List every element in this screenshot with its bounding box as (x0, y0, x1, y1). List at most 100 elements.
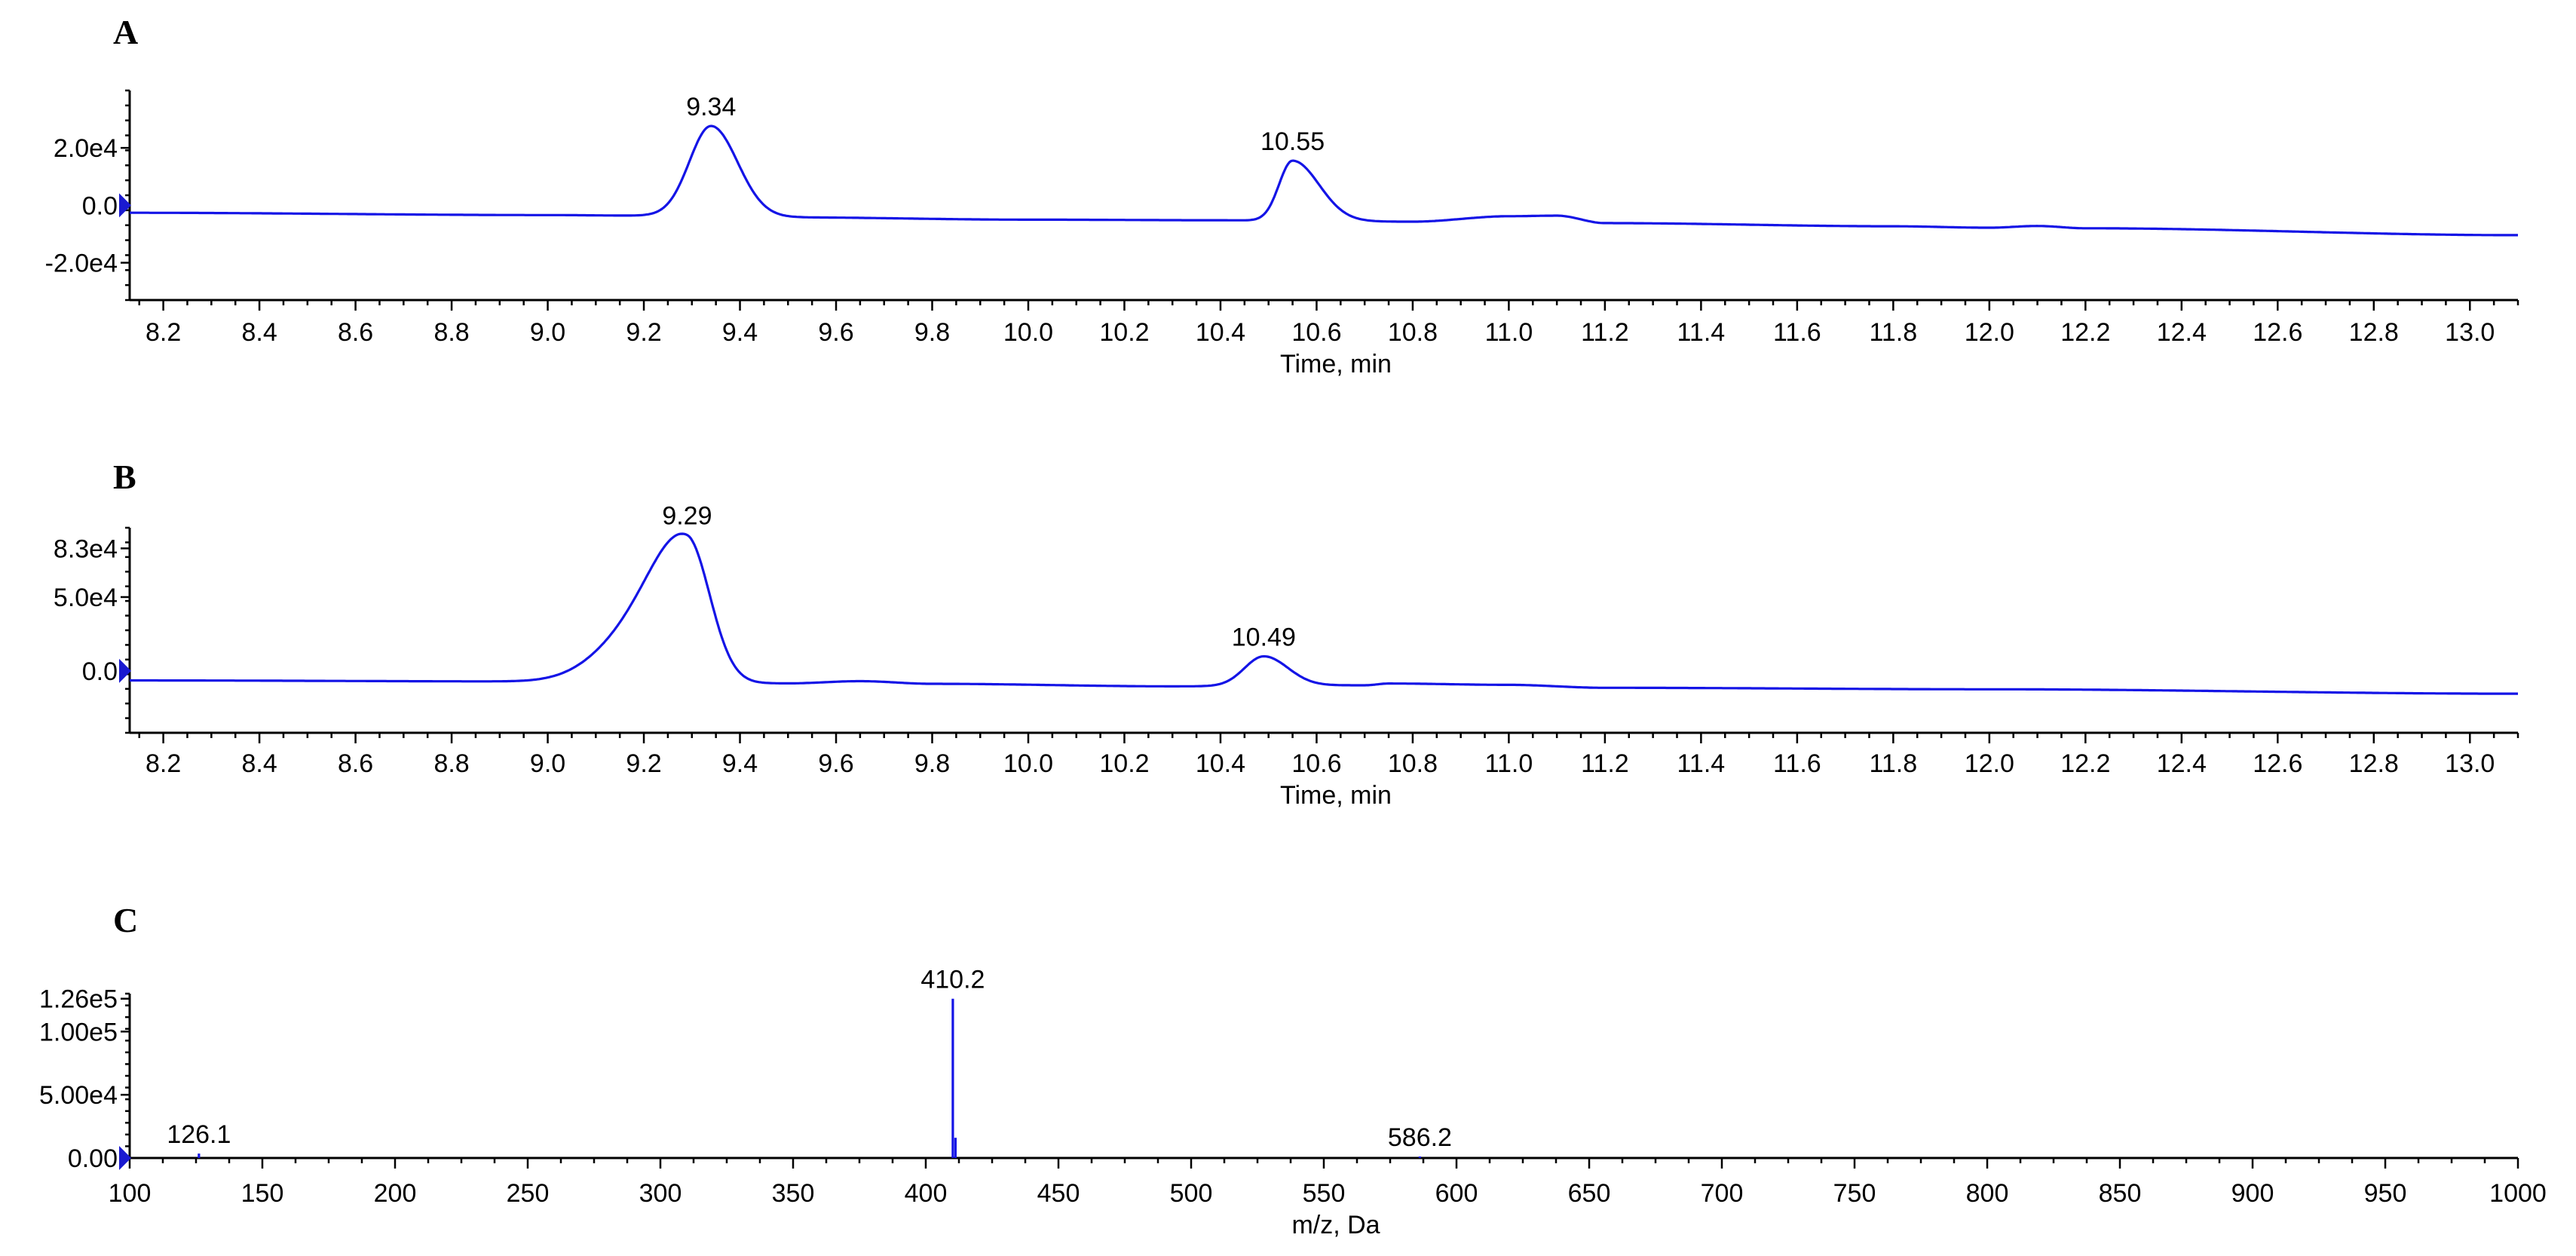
y-tick-label: 5.00e4 (39, 1081, 118, 1110)
x-tick-label: 850 (2099, 1179, 2142, 1208)
x-tick-label: 1000 (2489, 1179, 2547, 1208)
x-tick-label: 13.0 (2445, 749, 2495, 778)
x-tick-label: 11.4 (1677, 318, 1726, 347)
x-tick-label: 12.2 (2060, 749, 2110, 778)
x-tick-label: 9.2 (626, 749, 661, 778)
panel-c: C 100 150 200 250 300 350 400 450 500 550 600 650 700… (39, 901, 2547, 1239)
peak-label: 9.29 (662, 502, 712, 531)
x-tick-label: 150 (241, 1179, 284, 1208)
x-tick-label: 11.8 (1870, 749, 1918, 778)
x-tick-label: 700 (1701, 1179, 1744, 1208)
x-tick-label: 10.4 (1196, 749, 1245, 778)
x-tick-label: 900 (2231, 1179, 2274, 1208)
x-tick-label: 10.8 (1388, 318, 1438, 347)
x-tick-label: 10.8 (1388, 749, 1438, 778)
x-tick-label: 9.0 (530, 749, 565, 778)
y-tick-label: -2.0e4 (45, 249, 118, 277)
y-tick-label: 0.0 (82, 191, 118, 220)
x-tick-label: 200 (374, 1179, 417, 1208)
x-tick-label: 250 (507, 1179, 550, 1208)
x-tick-label: 8.4 (241, 318, 277, 347)
peak-label: 10.49 (1232, 623, 1296, 652)
x-tick-label: 12.8 (2349, 318, 2399, 347)
x-tick-label: 9.4 (722, 749, 758, 778)
x-tick-label: 9.4 (722, 318, 758, 347)
peak-label: 10.55 (1260, 127, 1325, 156)
x-tick-label: 8.8 (433, 318, 469, 347)
x-tick-label: 650 (1568, 1179, 1611, 1208)
x-tick-label: 12.0 (1965, 749, 2014, 778)
x-axis-title: m/z, Da (1291, 1211, 1380, 1239)
x-tick-label: 12.4 (2157, 749, 2207, 778)
x-tick-label: 13.0 (2445, 318, 2495, 347)
y-tick-label: 8.3e4 (54, 535, 118, 563)
x-tick-label: 750 (1833, 1179, 1876, 1208)
peak-label: 9.34 (686, 93, 736, 121)
x-tick-label: 8.4 (241, 749, 277, 778)
x-tick-label: 550 (1303, 1179, 1346, 1208)
panel-letter: B (113, 458, 136, 496)
x-tick-label: 300 (639, 1179, 682, 1208)
y-tick-label: 1.00e5 (39, 1018, 118, 1046)
x-tick-label: 11.2 (1581, 318, 1629, 347)
x-tick-label: 9.8 (914, 318, 950, 347)
x-tick-label: 10.2 (1099, 749, 1149, 778)
x-tick-label: 9.2 (626, 318, 661, 347)
peak-label: 126.1 (167, 1120, 231, 1149)
x-tick-label: 12.0 (1965, 318, 2014, 347)
y-tick-label: 0.0 (82, 657, 118, 686)
x-tick-label: 11.6 (1773, 749, 1821, 778)
x-tick-label: 9.0 (530, 318, 565, 347)
x-tick-label: 9.8 (914, 749, 950, 778)
x-tick-label: 8.8 (433, 749, 469, 778)
chromatogram-trace (130, 124, 2518, 237)
x-tick-label: 12.6 (2253, 318, 2302, 347)
x-tick-label: 100 (109, 1179, 152, 1208)
chromatogram-trace (130, 532, 2518, 695)
panel-b: B 8.2 8.4 8.6 8.8 9.0 9.2 9.4 9.6 9.8 10.0 10.2 10.4… (54, 458, 2519, 810)
zero-marker (119, 1146, 131, 1170)
x-tick-label: 950 (2364, 1179, 2407, 1208)
x-tick-label: 12.2 (2060, 318, 2110, 347)
x-tick-label: 10.6 (1291, 749, 1341, 778)
x-axis-title: Time, min (1280, 781, 1392, 810)
x-tick-label: 10.4 (1196, 318, 1245, 347)
x-tick-label: 600 (1435, 1179, 1478, 1208)
panel-letter: A (113, 13, 138, 51)
x-tick-label: 350 (772, 1179, 815, 1208)
panel-a: A 8.2 8.4 8.6 8.8 9.0 9.2 9.4 9.6 9.8 10.0 10.2 10.4… (45, 13, 2519, 378)
y-tick-label: 0.00 (68, 1144, 118, 1173)
x-tick-label: 11.2 (1581, 749, 1629, 778)
x-tick-label: 10.0 (1003, 318, 1053, 347)
x-tick-label: 11.8 (1870, 318, 1918, 347)
x-tick-label: 12.8 (2349, 749, 2399, 778)
x-tick-label: 12.6 (2253, 749, 2302, 778)
x-tick-label: 8.2 (145, 749, 181, 778)
y-tick-label: 1.26e5 (39, 985, 118, 1014)
x-tick-label: 9.6 (818, 749, 853, 778)
zero-marker (119, 658, 131, 683)
peak-label: 586.2 (1388, 1123, 1452, 1152)
x-tick-label: 8.6 (338, 749, 373, 778)
panel-letter: C (113, 901, 138, 939)
x-tick-label: 800 (1966, 1179, 2009, 1208)
y-tick-label: 2.0e4 (54, 134, 118, 163)
x-axis-title: Time, min (1280, 350, 1392, 378)
y-tick-label: 5.0e4 (54, 584, 118, 612)
x-tick-label: 11.6 (1773, 318, 1821, 347)
x-tick-label: 450 (1037, 1179, 1080, 1208)
zero-marker (119, 193, 131, 218)
x-tick-label: 12.4 (2157, 318, 2207, 347)
x-tick-label: 11.4 (1677, 749, 1726, 778)
x-tick-label: 10.6 (1291, 318, 1341, 347)
peak-label: 410.2 (920, 966, 985, 994)
x-tick-label: 8.2 (145, 318, 181, 347)
x-tick-label: 9.6 (818, 318, 853, 347)
x-tick-label: 10.2 (1099, 318, 1149, 347)
x-tick-label: 11.0 (1485, 318, 1533, 347)
x-tick-label: 8.6 (338, 318, 373, 347)
x-tick-label: 11.0 (1485, 749, 1533, 778)
x-tick-label: 500 (1170, 1179, 1213, 1208)
x-tick-label: 10.0 (1003, 749, 1053, 778)
